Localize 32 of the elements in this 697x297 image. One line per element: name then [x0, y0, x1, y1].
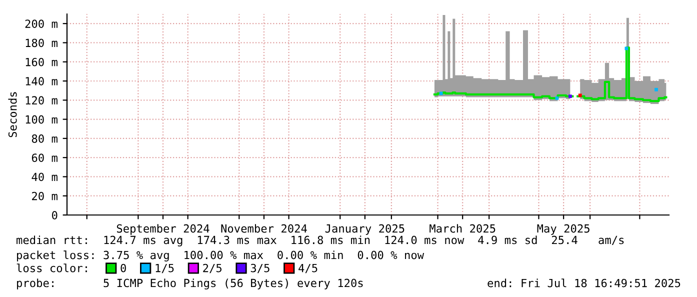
y-axis-title: Seconds: [8, 92, 17, 138]
point: [654, 88, 658, 92]
x-tick-label: November 2024: [221, 224, 307, 233]
text: end: Fri Jul 18 16:49:51 2025: [488, 278, 680, 288]
x-tick-label: May 2025: [537, 224, 590, 235]
y-tick-label: 120 m: [26, 96, 58, 105]
y-tick-label: 100 m: [26, 115, 58, 124]
legend-title: loss color:: [16, 264, 87, 272]
y-tick-label: 80 m: [32, 134, 58, 143]
y-tick-label: 60 m: [32, 154, 58, 162]
y-tick-label: 200 m: [25, 20, 58, 28]
y-tick-label: 140 m: [26, 77, 58, 86]
y-tick-label: 40 m: [32, 172, 58, 182]
y-tick-label: 160 m: [26, 58, 58, 66]
y-tick-label: 0: [52, 211, 58, 220]
legend-label: 0: [120, 264, 126, 272]
text: probe: 5 ICMP Echo Pings (56 Bytes) every 120s: [17, 278, 363, 290]
x-tick-label: September 2024: [116, 224, 210, 235]
legend-label: 4/5: [298, 264, 318, 274]
point: [578, 94, 582, 98]
point: [439, 92, 443, 96]
legend-label: 2/5: [203, 264, 222, 274]
point: [555, 96, 559, 100]
legend-label: 1/5: [156, 264, 174, 274]
x-tick-label: March 2025: [430, 224, 496, 233]
legend-label: 3/5: [250, 264, 270, 274]
text: packet loss: 3.75 % avg 100.00 % max 0.00 % min 0.00 % now: [17, 250, 424, 262]
x-tick-label: January 2025: [325, 224, 404, 235]
y-tick-label: 180 m: [26, 38, 58, 48]
point: [568, 94, 572, 98]
text: median rtt: 124.7 ms avg 174.3 ms max 116.8 ms min 124.0 ms now 4.9 ms sd 25.4 am/s: [16, 236, 624, 246]
y-tick-label: 20 m: [32, 192, 58, 200]
